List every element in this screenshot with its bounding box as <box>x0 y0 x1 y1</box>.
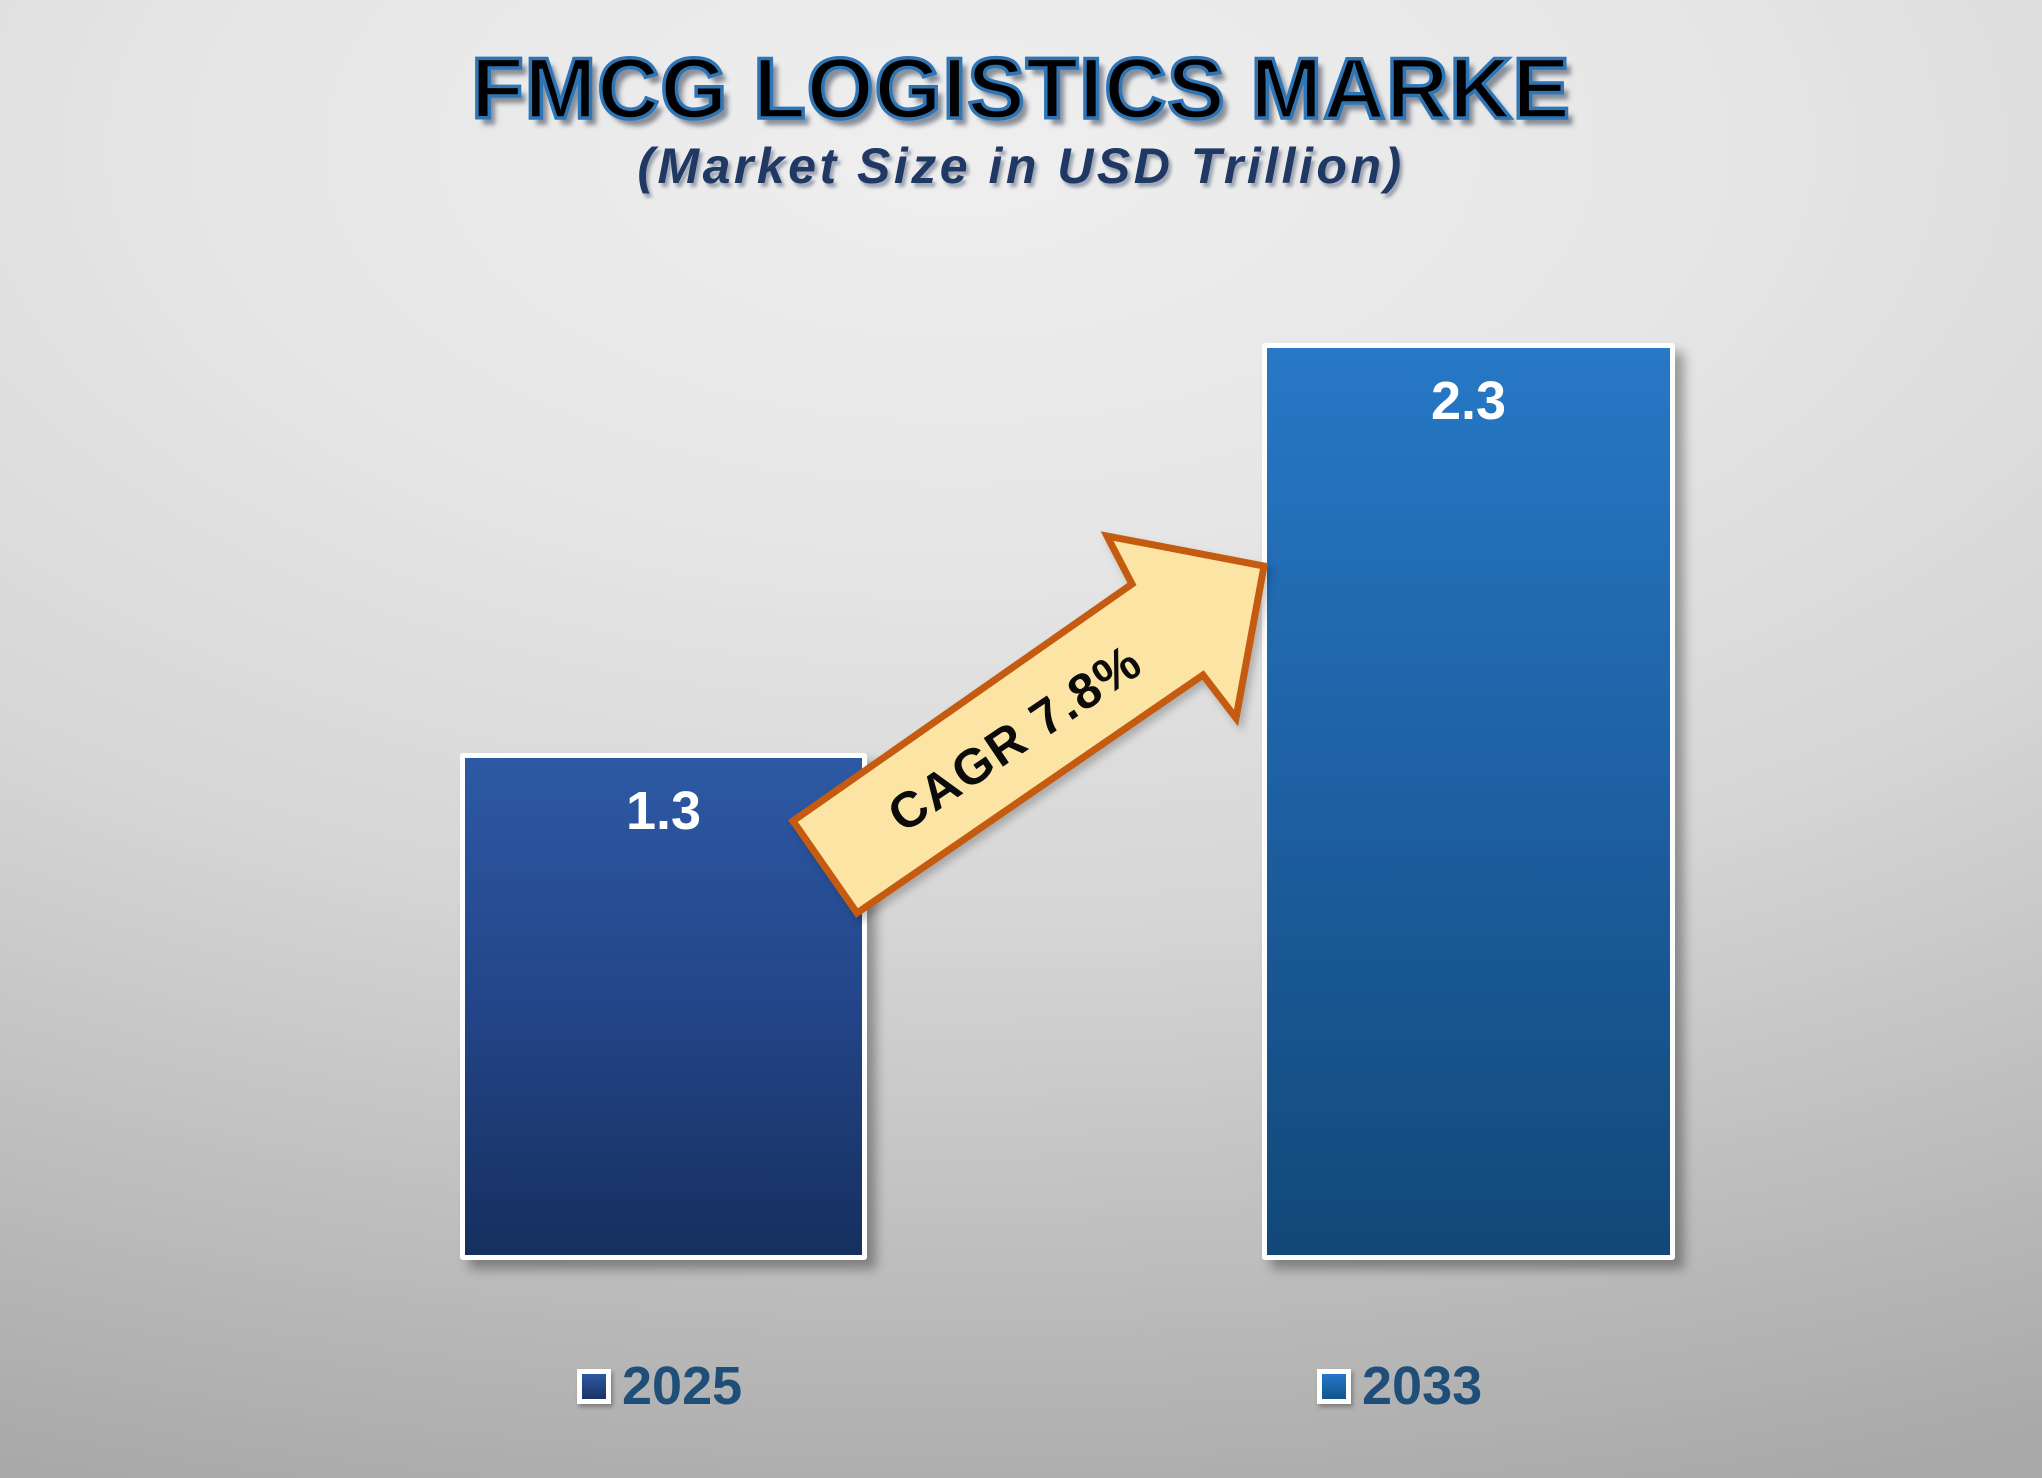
legend-item-2025: 2025 <box>577 1356 743 1416</box>
bar-2033: 2.3 <box>1262 343 1675 1260</box>
bar-2025: 1.3 <box>460 753 867 1260</box>
bar-2025-value-label: 1.3 <box>625 781 702 841</box>
bar-2033-value-label: 2.3 <box>1430 371 1507 431</box>
legend-label-2025: 2025 <box>622 1356 743 1416</box>
chart-title: FMCG LOGISTICS MARKE <box>469 41 1571 137</box>
legend-label-2033: 2033 <box>1362 1356 1483 1416</box>
legend-swatch-2033-icon <box>1317 1368 1351 1404</box>
legend-swatch-2025-icon <box>577 1368 611 1404</box>
legend-item-2033: 2033 <box>1317 1356 1483 1416</box>
cagr-arrow-label: CAGR 7.8% <box>878 633 1152 843</box>
title-block: FMCG LOGISTICS MARKE (Market Size in USD… <box>0 41 2042 195</box>
chart-subtitle: (Market Size in USD Trillion) <box>637 138 1405 195</box>
